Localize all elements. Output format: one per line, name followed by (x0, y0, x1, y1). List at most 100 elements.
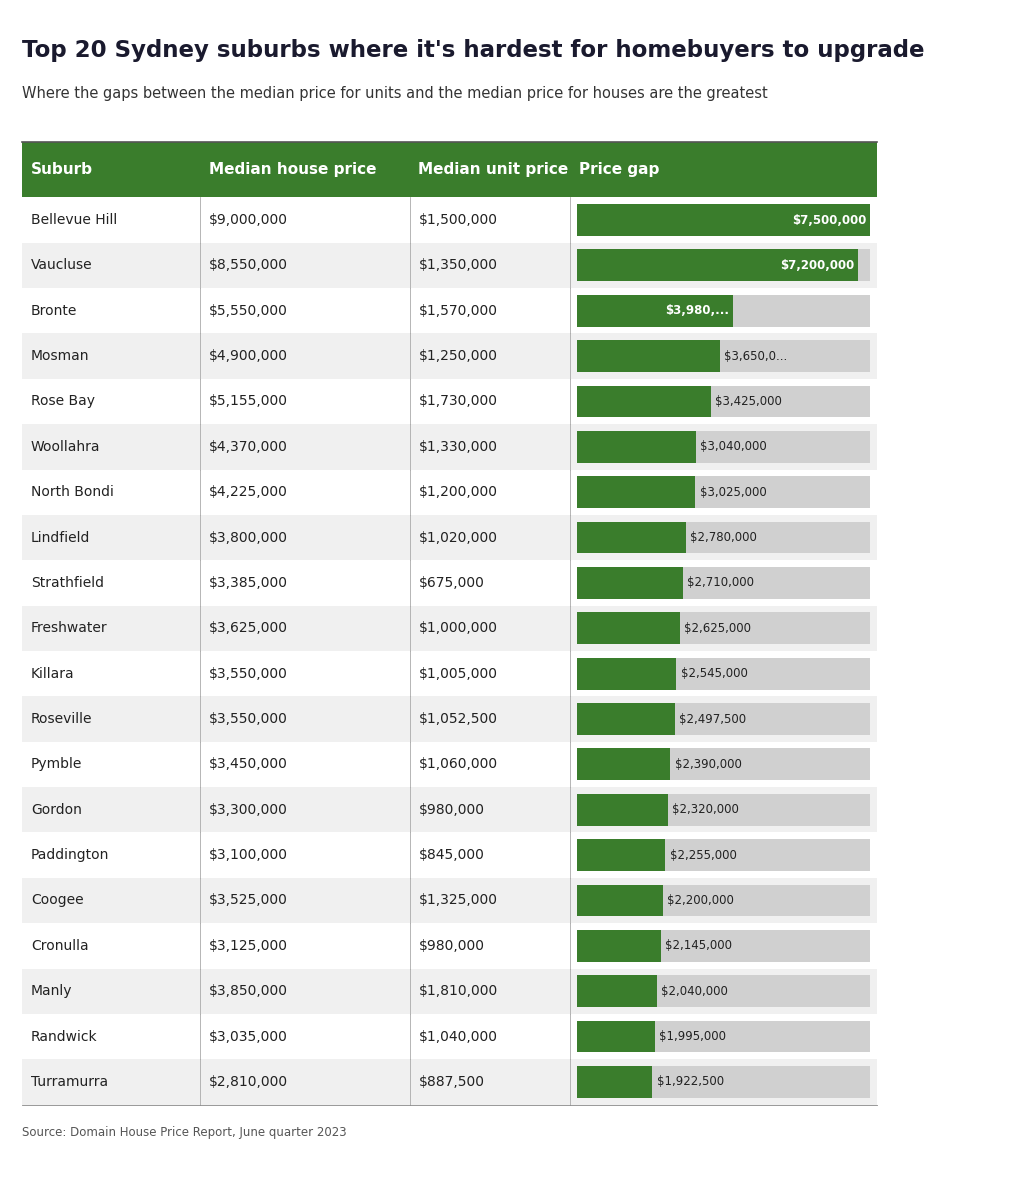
Text: Median unit price: Median unit price (419, 163, 568, 177)
Text: Coogee: Coogee (31, 894, 84, 908)
Text: $980,000: $980,000 (419, 803, 484, 817)
FancyBboxPatch shape (577, 1021, 870, 1053)
Text: Turramurra: Turramurra (31, 1075, 108, 1089)
FancyBboxPatch shape (577, 884, 663, 916)
Text: $675,000: $675,000 (419, 575, 484, 590)
FancyBboxPatch shape (577, 703, 870, 735)
Text: $3,550,000: $3,550,000 (209, 666, 288, 680)
FancyBboxPatch shape (22, 788, 878, 832)
Text: Cronulla: Cronulla (31, 938, 88, 953)
Text: $2,255,000: $2,255,000 (670, 849, 736, 862)
Text: $3,800,000: $3,800,000 (209, 531, 288, 545)
FancyBboxPatch shape (22, 288, 878, 334)
Text: Bronte: Bronte (31, 304, 77, 317)
Text: $1,020,000: $1,020,000 (419, 531, 498, 545)
FancyBboxPatch shape (577, 432, 696, 462)
Text: $1,200,000: $1,200,000 (419, 486, 498, 499)
Text: $3,850,000: $3,850,000 (209, 984, 288, 999)
Text: $2,625,000: $2,625,000 (684, 621, 751, 634)
Text: $1,000,000: $1,000,000 (419, 621, 498, 635)
FancyBboxPatch shape (577, 793, 668, 825)
Text: $2,710,000: $2,710,000 (687, 577, 755, 590)
Text: $5,155,000: $5,155,000 (209, 395, 288, 408)
Text: Roseville: Roseville (31, 712, 92, 726)
Text: Lindfield: Lindfield (31, 531, 90, 545)
Text: $980,000: $980,000 (419, 938, 484, 953)
Text: $3,125,000: $3,125,000 (209, 938, 288, 953)
Text: Rose Bay: Rose Bay (31, 395, 95, 408)
Text: $1,040,000: $1,040,000 (419, 1029, 498, 1043)
Text: $5,550,000: $5,550,000 (209, 304, 288, 317)
Text: Vaucluse: Vaucluse (31, 258, 92, 272)
Text: $2,040,000: $2,040,000 (662, 984, 728, 997)
FancyBboxPatch shape (577, 1021, 655, 1053)
Text: $3,650,0...: $3,650,0... (724, 350, 787, 363)
Text: Top 20 Sydney suburbs where it's hardest for homebuyers to upgrade: Top 20 Sydney suburbs where it's hardest… (22, 39, 925, 62)
Text: Bellevue Hill: Bellevue Hill (31, 213, 117, 228)
FancyBboxPatch shape (577, 476, 695, 508)
Text: $1,350,000: $1,350,000 (419, 258, 498, 272)
FancyBboxPatch shape (577, 839, 666, 871)
Text: $1,730,000: $1,730,000 (419, 395, 498, 408)
FancyBboxPatch shape (577, 930, 660, 962)
Text: $4,225,000: $4,225,000 (209, 486, 288, 499)
FancyBboxPatch shape (577, 386, 870, 417)
Text: $7,500,000: $7,500,000 (793, 213, 866, 226)
Text: Freshwater: Freshwater (31, 621, 108, 635)
FancyBboxPatch shape (577, 250, 858, 282)
Text: Manly: Manly (31, 984, 73, 999)
FancyBboxPatch shape (577, 884, 870, 916)
FancyBboxPatch shape (577, 295, 732, 327)
FancyBboxPatch shape (22, 968, 878, 1014)
Text: Killara: Killara (31, 666, 75, 680)
FancyBboxPatch shape (22, 742, 878, 788)
FancyBboxPatch shape (577, 295, 870, 327)
FancyBboxPatch shape (22, 697, 878, 742)
Text: North Bondi: North Bondi (31, 486, 114, 499)
Text: $2,810,000: $2,810,000 (209, 1075, 288, 1089)
FancyBboxPatch shape (22, 243, 878, 288)
Text: $1,060,000: $1,060,000 (419, 757, 498, 771)
FancyBboxPatch shape (577, 658, 870, 690)
Text: $3,385,000: $3,385,000 (209, 575, 288, 590)
FancyBboxPatch shape (577, 612, 870, 644)
Text: $4,900,000: $4,900,000 (209, 349, 288, 363)
FancyBboxPatch shape (577, 930, 870, 962)
Text: $3,625,000: $3,625,000 (209, 621, 288, 635)
Text: $2,497,500: $2,497,500 (679, 712, 746, 725)
Text: $1,330,000: $1,330,000 (419, 440, 498, 454)
Text: $1,995,000: $1,995,000 (659, 1030, 726, 1043)
Text: $3,100,000: $3,100,000 (209, 848, 288, 862)
FancyBboxPatch shape (577, 567, 870, 599)
FancyBboxPatch shape (22, 832, 878, 878)
Text: $1,005,000: $1,005,000 (419, 666, 498, 680)
Text: Pymble: Pymble (31, 757, 82, 771)
Text: $2,145,000: $2,145,000 (666, 940, 732, 953)
Text: Gordon: Gordon (31, 803, 82, 817)
FancyBboxPatch shape (577, 476, 870, 508)
Text: $3,300,000: $3,300,000 (209, 803, 288, 817)
Text: Mosman: Mosman (31, 349, 89, 363)
Text: Median house price: Median house price (209, 163, 377, 177)
Text: Price gap: Price gap (579, 163, 659, 177)
FancyBboxPatch shape (577, 432, 870, 462)
Text: $887,500: $887,500 (419, 1075, 484, 1089)
Text: $2,390,000: $2,390,000 (675, 758, 741, 771)
Text: $1,325,000: $1,325,000 (419, 894, 498, 908)
FancyBboxPatch shape (577, 703, 675, 735)
FancyBboxPatch shape (577, 1066, 652, 1098)
Text: $7,200,000: $7,200,000 (780, 259, 855, 272)
Text: $3,040,000: $3,040,000 (700, 440, 767, 453)
Text: $2,200,000: $2,200,000 (668, 894, 734, 907)
Text: $1,250,000: $1,250,000 (419, 349, 498, 363)
FancyBboxPatch shape (22, 469, 878, 515)
Text: $3,035,000: $3,035,000 (209, 1029, 288, 1043)
FancyBboxPatch shape (577, 386, 711, 417)
FancyBboxPatch shape (577, 793, 870, 825)
FancyBboxPatch shape (577, 521, 870, 553)
Text: Randwick: Randwick (31, 1029, 97, 1043)
FancyBboxPatch shape (577, 250, 870, 282)
Text: Strathfield: Strathfield (31, 575, 103, 590)
Text: $1,570,000: $1,570,000 (419, 304, 498, 317)
Text: $9,000,000: $9,000,000 (209, 213, 288, 228)
